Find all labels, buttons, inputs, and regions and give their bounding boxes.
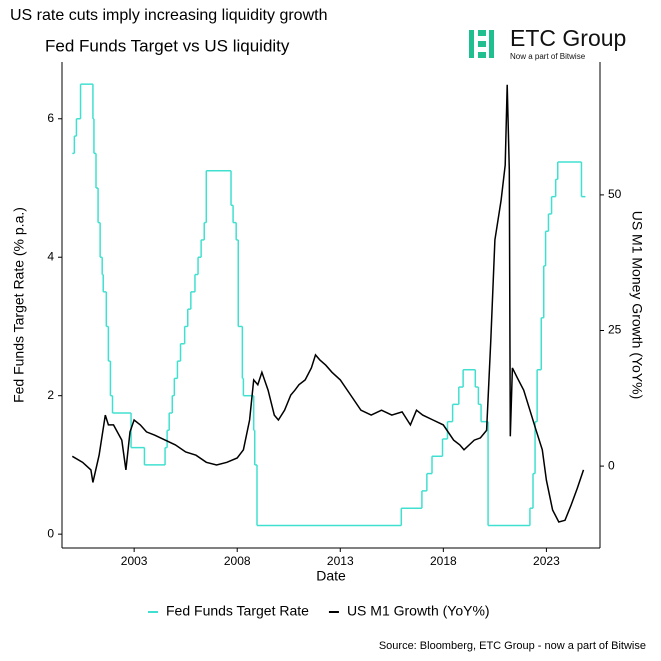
logo-bar <box>478 52 486 58</box>
x-tick-label: 2013 <box>327 554 354 568</box>
y-tick-label: 4 <box>47 249 54 263</box>
logo-tagline: Now a part of Bitwise <box>510 52 586 61</box>
y2-axis-label: US M1 Money Growth (YoY%) <box>629 211 645 400</box>
x-tick-label: 2003 <box>121 554 148 568</box>
y2-tick-label: 25 <box>608 323 622 337</box>
source-note: Source: Bloomberg, ETC Group - now a par… <box>379 640 646 652</box>
y-tick-label: 6 <box>47 111 54 125</box>
x-tick-label: 2023 <box>533 554 560 568</box>
logo-name: ETC Group <box>510 25 626 51</box>
y-tick-label: 2 <box>47 388 54 402</box>
y2-tick-label: 0 <box>608 458 615 472</box>
logo-bar <box>478 41 486 47</box>
y2-tick-label: 50 <box>608 187 622 201</box>
logo-bar <box>478 30 486 36</box>
y-tick-label: 0 <box>47 526 54 540</box>
x-tick-label: 2018 <box>430 554 457 568</box>
logo: ETC Group Now a part of Bitwise <box>469 25 626 61</box>
chart-title: US rate cuts imply increasing liquidity … <box>10 7 327 24</box>
logo-bar <box>469 30 474 58</box>
x-axis-label: Date <box>316 568 346 584</box>
y-axis-label: Fed Funds Target Rate (% p.a.) <box>11 207 27 403</box>
legend-label: Fed Funds Target Rate <box>166 603 309 619</box>
x-tick-label: 2008 <box>224 554 251 568</box>
logo-bar <box>489 30 494 58</box>
chart-subtitle: Fed Funds Target vs US liquidity <box>45 36 290 55</box>
line-series <box>71 84 585 523</box>
legend-label: US M1 Growth (YoY%) <box>347 603 490 619</box>
